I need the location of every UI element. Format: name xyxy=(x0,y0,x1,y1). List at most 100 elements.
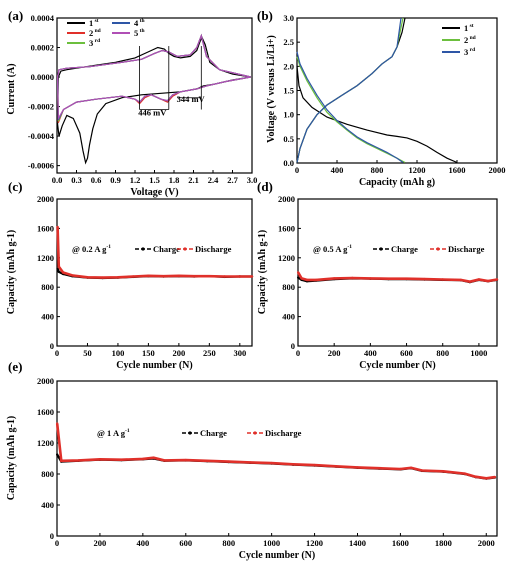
x-tick-label: 200 xyxy=(94,538,107,548)
data-point-discharge xyxy=(351,276,354,280)
data-point-discharge xyxy=(423,277,426,281)
plot-frame xyxy=(56,380,498,537)
x-tick-label: 0.0 xyxy=(52,175,63,185)
data-point-discharge xyxy=(463,472,466,475)
legend-label: 1 st xyxy=(89,18,99,28)
legend-label: Discharge xyxy=(265,428,302,438)
data-point-discharge xyxy=(227,460,230,463)
x-tick-label: 600 xyxy=(179,538,192,548)
data-point-discharge xyxy=(333,277,336,280)
x-tick-label: 200 xyxy=(173,348,186,358)
data-point-discharge xyxy=(369,277,372,280)
x-tick-label: 0.9 xyxy=(110,175,121,185)
y-tick-label: -0.0006 xyxy=(28,161,54,171)
legend-marker xyxy=(141,247,145,251)
series-line-Charge xyxy=(56,454,496,480)
x-tick-label: 1600 xyxy=(392,538,409,548)
x-tick-label: 2000 xyxy=(478,538,495,548)
y-tick-label: 1200 xyxy=(37,438,54,448)
rate-label: @ 1 A g-1 xyxy=(97,428,130,438)
legend-superscript: th xyxy=(138,18,144,24)
y-tick-label: 0.5 xyxy=(283,134,294,144)
data-point-charge xyxy=(57,270,60,273)
y-tick-label: 1200 xyxy=(37,253,54,263)
data-point-discharge xyxy=(387,277,390,280)
data-point-discharge xyxy=(459,278,462,282)
data-point-discharge xyxy=(485,477,488,480)
x-tick-label: 100 xyxy=(112,348,125,358)
x-tick-label: 0 xyxy=(296,348,300,358)
y-tick-label: 2.0 xyxy=(283,61,294,71)
panel-label: (d) xyxy=(257,179,273,194)
x-tick-label: 0 xyxy=(55,538,59,548)
x-tick-label: 0 xyxy=(55,348,59,358)
data-point-discharge xyxy=(152,456,155,459)
panel-d: (d) 0 200 400 600 800 1000 0 400 800 1200 1600 2000 C… xyxy=(257,179,499,371)
legend-superscript: rd xyxy=(468,47,475,53)
y-tick-label: -0.0002 xyxy=(28,102,54,112)
rate-label: @ 0.2 A g-1 xyxy=(72,244,111,254)
plot-frame xyxy=(297,198,498,347)
series-line-1st xyxy=(56,35,251,165)
data-point-discharge xyxy=(300,277,303,280)
legend-label: 3 rd xyxy=(89,38,100,48)
data-point-discharge xyxy=(184,458,187,462)
legend-superscript: rd xyxy=(93,38,100,44)
legend-label: 5 th xyxy=(134,28,145,38)
legend-marker xyxy=(253,431,257,435)
data-point-discharge xyxy=(223,275,226,278)
y-tick-label: 400 xyxy=(282,312,295,322)
data-point-discharge xyxy=(56,422,59,425)
series-line-1st-discharge xyxy=(296,66,458,164)
x-tick-label: 250 xyxy=(203,348,216,358)
panel-e: (e) 0 200 400 600 800 1000 1200 1400 1600 1800 2000… xyxy=(6,359,498,561)
y-axis-title: Voltage (V versus Li/Li+) xyxy=(266,35,277,143)
data-point-discharge xyxy=(101,276,104,279)
legend-label: Charge xyxy=(391,244,418,254)
x-axis-title: Cycle number (N) xyxy=(239,550,315,561)
data-point-discharge xyxy=(56,225,59,229)
x-tick-label: 2.7 xyxy=(227,175,238,185)
data-point-discharge xyxy=(250,275,254,278)
panel-label: (c) xyxy=(8,179,22,194)
x-tick-label: 1.2 xyxy=(130,175,141,185)
data-point-discharge xyxy=(147,274,150,277)
data-point-discharge xyxy=(314,278,318,282)
data-point-discharge xyxy=(116,276,120,279)
y-tick-label: 0 xyxy=(50,341,54,351)
data-point-discharge xyxy=(441,278,444,281)
x-tick-label: 2.4 xyxy=(208,175,219,185)
x-tick-label: 1200 xyxy=(409,165,426,175)
y-tick-label: 800 xyxy=(41,469,54,479)
data-point-discharge xyxy=(61,271,65,274)
legend-marker xyxy=(188,431,192,435)
y-tick-label: 1.0 xyxy=(283,110,294,120)
data-point-discharge xyxy=(399,467,402,471)
plot-frame xyxy=(56,17,253,174)
data-point-discharge xyxy=(57,265,60,268)
y-tick-label: 0.0 xyxy=(283,158,294,168)
x-tick-label: 1.8 xyxy=(169,175,180,185)
data-point-discharge xyxy=(486,279,490,283)
legend-label: Discharge xyxy=(448,244,485,254)
legend-marker xyxy=(379,247,383,251)
panel-label: (b) xyxy=(257,8,273,23)
rate-label: @ 0.5 A g-1 xyxy=(313,244,352,254)
data-point-discharge xyxy=(297,271,300,274)
y-tick-label: 1.5 xyxy=(283,86,294,96)
series-line-5th xyxy=(56,33,251,121)
data-point-discharge xyxy=(120,458,123,461)
x-tick-label: 50 xyxy=(83,348,92,358)
y-tick-label: 0.0002 xyxy=(31,43,54,53)
legend-label: 2 nd xyxy=(89,28,101,38)
legend-superscript: nd xyxy=(93,28,101,34)
legend-label: 3 rd xyxy=(464,47,475,57)
y-tick-label: 800 xyxy=(41,282,54,292)
x-tick-label: 0.6 xyxy=(91,175,102,185)
data-point-discharge xyxy=(192,275,196,278)
series-line-Discharge xyxy=(297,271,498,284)
legend-superscript: nd xyxy=(468,35,476,41)
panel-c: (c) 0 50 100 150 200 250 300 0 400 800 1200 1600 2000… xyxy=(6,179,254,371)
data-point-discharge xyxy=(356,466,359,469)
x-tick-label: 0 xyxy=(295,165,299,175)
